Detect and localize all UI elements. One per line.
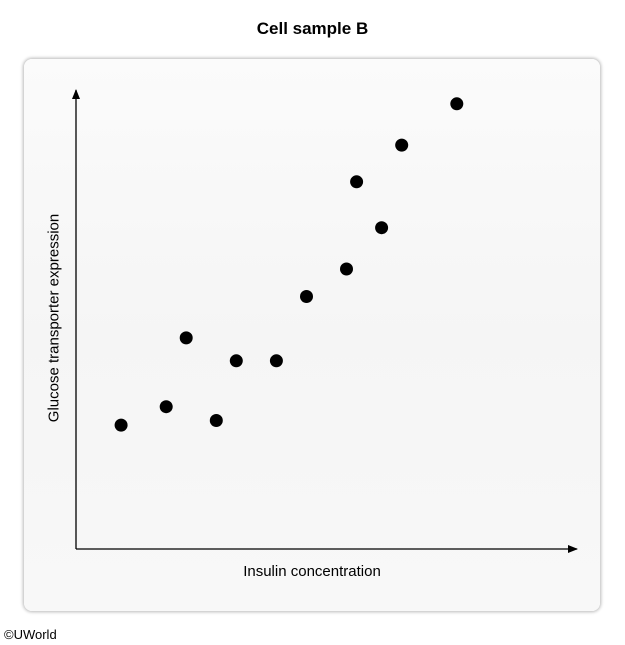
data-point-7 [300, 290, 313, 303]
data-point-6 [269, 354, 283, 368]
data-point-1 [114, 418, 128, 432]
data-point-5 [229, 354, 243, 368]
x-axis-label: Insulin concentration [243, 563, 381, 580]
chart-panel [24, 59, 600, 611]
copyright-credit: ©UWorld [4, 627, 57, 642]
data-point-12 [450, 97, 464, 111]
y-axis-label: Glucose transporter expression [45, 213, 63, 423]
data-point-2 [159, 400, 173, 414]
chart-title: Cell sample B [256, 19, 369, 38]
data-point-3 [179, 331, 193, 345]
data-point-10 [375, 221, 389, 235]
data-point-11 [395, 138, 409, 152]
data-point-8 [340, 262, 353, 276]
data-points [114, 97, 464, 432]
data-point-9 [350, 175, 364, 189]
data-point-4 [209, 414, 223, 427]
